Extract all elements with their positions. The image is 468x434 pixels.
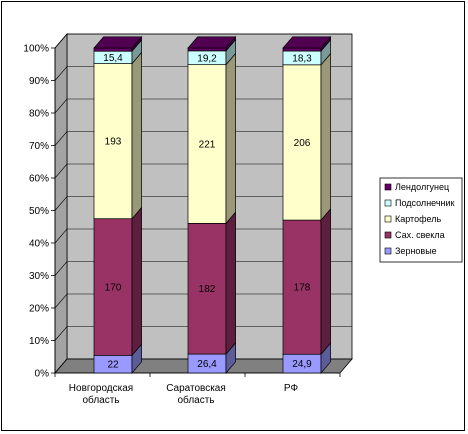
bar-top xyxy=(93,36,143,49)
bar-segment-side xyxy=(320,207,331,356)
bar-segment xyxy=(187,64,227,224)
x-category-label: область xyxy=(82,394,119,406)
gridline xyxy=(54,293,352,309)
bar-segment-side xyxy=(225,52,236,225)
x-category-label: Новгородская xyxy=(69,383,133,394)
bar-segment-side xyxy=(131,206,142,357)
gridline xyxy=(54,33,352,49)
legend-swatch xyxy=(384,247,392,255)
data-label: 170 xyxy=(105,283,122,294)
data-label: 19,2 xyxy=(197,53,217,64)
legend-swatch xyxy=(384,215,392,223)
gridline xyxy=(54,66,352,81)
data-label: 193 xyxy=(105,137,122,148)
y-tick-label: 80% xyxy=(29,109,49,120)
data-label: 24,9 xyxy=(292,359,312,370)
y-tick-label: 60% xyxy=(29,174,49,185)
y-tick-label: 40% xyxy=(29,239,49,250)
data-label: 221 xyxy=(199,140,216,151)
y-tick-label: 50% xyxy=(29,206,49,217)
legend-box xyxy=(379,177,463,263)
y-tick-label: 90% xyxy=(29,76,49,87)
gridline xyxy=(54,98,352,114)
legend-swatch xyxy=(384,183,392,191)
bar-segment xyxy=(282,64,322,221)
bar-segment-side xyxy=(225,211,236,355)
data-label: 26,4 xyxy=(197,359,217,370)
legend-label: Картофель xyxy=(395,214,441,224)
gridline xyxy=(54,131,352,146)
x-category-label: РФ xyxy=(284,383,299,394)
data-label: 22 xyxy=(107,360,119,371)
legend-label: Сах. свекла xyxy=(395,230,445,240)
bar-segment xyxy=(282,47,322,52)
x-category-label: Саратовская xyxy=(166,383,226,394)
bar-segment xyxy=(187,47,227,52)
data-label: 206 xyxy=(294,138,311,149)
legend-swatch xyxy=(384,199,392,207)
legend-label: Зерновые xyxy=(395,246,437,256)
bar-segment-side xyxy=(320,52,331,222)
gridline xyxy=(54,358,352,374)
y-tick-label: 10% xyxy=(29,336,49,347)
data-label: 15,4 xyxy=(103,53,123,64)
bar-segment-side xyxy=(131,51,142,220)
gridline xyxy=(54,163,352,179)
data-label: 18,3 xyxy=(292,53,312,64)
y-tick-label: 20% xyxy=(29,304,49,315)
gridline xyxy=(54,261,352,276)
bar-segment xyxy=(93,63,133,220)
bar-segment xyxy=(93,47,133,52)
bar-top xyxy=(282,36,332,49)
data-label: 178 xyxy=(294,283,311,294)
y-tick-label: 100% xyxy=(23,44,49,55)
y-tick-label: 30% xyxy=(29,271,49,282)
gridline xyxy=(54,196,352,211)
x-category-label: область xyxy=(177,394,214,406)
y-tick-label: 0% xyxy=(35,369,50,380)
legend-label: Лендолгунец xyxy=(395,182,449,192)
legend-swatch xyxy=(384,231,392,239)
legend-label: Подсолнечник xyxy=(395,198,455,208)
gridline xyxy=(54,228,352,244)
y-tick-label: 70% xyxy=(29,141,49,152)
bar-top xyxy=(187,36,237,49)
data-label: 182 xyxy=(199,284,216,295)
bar-segment xyxy=(282,219,322,355)
gridline xyxy=(54,326,352,341)
